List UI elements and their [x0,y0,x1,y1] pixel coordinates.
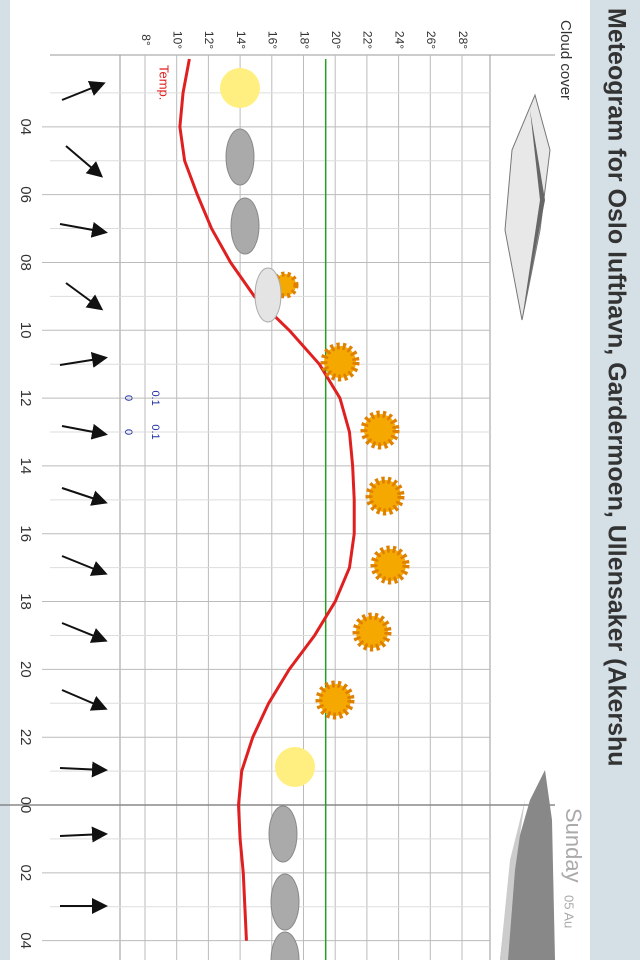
date-label: 05 Au [562,895,577,928]
x-tick-label: 04 [17,932,34,949]
wind-arrow [59,826,108,843]
wind-arrow [59,351,108,368]
precipitation-max: 0.1 [149,390,161,405]
wind-arrow [61,622,108,643]
x-tick-label: 18 [17,593,34,610]
legend-label: Temp. [157,65,172,100]
y-tick-label: 24° [392,31,406,49]
sun [352,612,392,652]
y-tick-label: 28° [456,31,470,49]
x-tick-label: 12 [17,390,34,407]
y-tick-label: 18° [297,31,311,49]
x-tick-label: 04 [17,118,34,135]
cloud-cover-shape [522,110,545,320]
cloud [254,267,282,323]
precipitation-min: 0 [122,395,134,401]
x-tick-label: 22 [17,729,34,746]
day-label: Sunday [561,808,586,883]
y-tick-label: 12° [202,31,216,49]
rotated-chart: Meteogram for Oslo lufthavn, Gardermoen,… [0,8,630,960]
weather-symbols [220,68,410,960]
sun [370,545,410,585]
y-tick-label: 10° [171,31,185,49]
cloud-cover-shape [500,770,555,960]
wind-arrow [59,221,108,238]
precipitation-min: 0 [122,429,134,435]
sun [360,410,400,450]
sun [320,342,360,382]
cloud [270,873,300,931]
wind-arrow [61,487,108,506]
x-tick-label: 08 [17,254,34,271]
y-tick-label: 20° [329,31,343,49]
y-tick-label: 26° [424,31,438,49]
cloud-cover-shape [500,800,525,960]
sun-pale [220,68,260,108]
x-tick-label: 16 [17,525,34,542]
panel [10,0,590,960]
temperature-line [178,58,356,941]
wind-arrow [59,761,108,778]
cloud [270,931,300,960]
x-tick-label: 02 [17,864,34,881]
cloud [268,805,298,863]
wind-arrow [65,145,104,178]
precipitation-max: 0.1 [149,424,161,439]
wind-arrow [61,81,106,101]
wind-arrows [59,81,108,914]
y-tick-label: 22° [361,31,375,49]
x-tick-label: 14 [17,458,34,475]
x-tick-label: 20 [17,661,34,678]
cloud [230,197,260,255]
y-tick-label: 14° [234,31,248,49]
wind-arrow [61,689,108,711]
sun-pale [275,747,315,787]
cloud-cover-label: Cloud cover [557,20,574,100]
sun [315,680,355,720]
wind-arrow [61,423,108,440]
wind-arrow [61,555,108,576]
sun [365,476,405,516]
cloud [225,128,255,186]
y-tick-label: 16° [266,31,280,49]
wind-arrow [65,282,104,311]
title: Meteogram for Oslo lufthavn, Gardermoen,… [602,8,630,767]
y-tick-label: 8° [139,34,153,46]
x-tick-label: 10 [17,322,34,339]
x-tick-label: 06 [17,186,34,203]
